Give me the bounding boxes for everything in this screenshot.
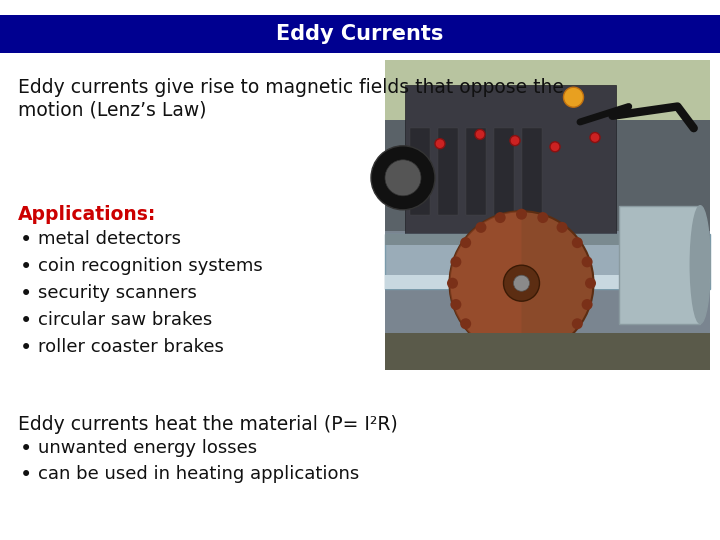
Bar (466, 128, 486, 215)
Bar (405, 85, 616, 240)
Text: coin recognition systems: coin recognition systems (38, 257, 263, 275)
Circle shape (513, 275, 529, 291)
Text: Eddy Currents: Eddy Currents (276, 24, 444, 44)
Bar (522, 128, 542, 215)
Circle shape (435, 139, 445, 148)
Text: security scanners: security scanners (38, 284, 197, 302)
Circle shape (550, 142, 560, 152)
Text: •: • (20, 230, 32, 250)
Text: •: • (20, 439, 32, 459)
Bar (0, 15, 720, 53)
Circle shape (572, 318, 582, 329)
Circle shape (475, 130, 485, 139)
Bar (385, 60, 710, 370)
Circle shape (449, 211, 593, 355)
Bar (580, 340, 590, 365)
Bar (410, 128, 430, 215)
Text: •: • (20, 311, 32, 331)
Wedge shape (449, 211, 521, 355)
Bar (385, 234, 710, 245)
Circle shape (495, 343, 505, 354)
Circle shape (371, 146, 435, 210)
Text: circular saw brakes: circular saw brakes (38, 311, 212, 329)
Text: unwanted energy losses: unwanted energy losses (38, 439, 257, 457)
Circle shape (582, 299, 593, 310)
Ellipse shape (690, 206, 710, 323)
Circle shape (385, 160, 421, 196)
Circle shape (537, 212, 549, 223)
Text: metal detectors: metal detectors (38, 230, 181, 248)
Text: •: • (20, 465, 32, 485)
Bar (564, 340, 604, 365)
Circle shape (557, 334, 567, 345)
Circle shape (557, 222, 567, 233)
Circle shape (537, 343, 549, 354)
Circle shape (590, 132, 600, 143)
Circle shape (516, 347, 527, 357)
Text: roller coaster brakes: roller coaster brakes (38, 338, 224, 356)
Circle shape (516, 208, 527, 220)
Circle shape (451, 256, 462, 267)
Circle shape (495, 212, 505, 223)
Bar (619, 206, 701, 323)
Circle shape (582, 256, 593, 267)
Text: •: • (20, 257, 32, 277)
Circle shape (564, 87, 583, 107)
Circle shape (475, 222, 487, 233)
Text: •: • (20, 284, 32, 304)
Bar (385, 275, 710, 289)
Bar (385, 60, 710, 120)
Circle shape (510, 136, 520, 146)
Text: Applications:: Applications: (18, 205, 156, 224)
Circle shape (475, 334, 487, 345)
Circle shape (451, 299, 462, 310)
Circle shape (460, 318, 471, 329)
Bar (494, 128, 514, 215)
Text: Eddy currents give rise to magnetic fields that oppose the: Eddy currents give rise to magnetic fiel… (18, 78, 564, 97)
Circle shape (447, 278, 458, 289)
Circle shape (585, 278, 596, 289)
Bar (385, 333, 710, 370)
Bar (438, 128, 458, 215)
Text: Eddy currents heat the material (P= I²R): Eddy currents heat the material (P= I²R) (18, 415, 397, 434)
Text: can be used in heating applications: can be used in heating applications (38, 465, 359, 483)
Text: •: • (20, 338, 32, 358)
Circle shape (460, 237, 471, 248)
Circle shape (503, 265, 539, 301)
Circle shape (572, 237, 582, 248)
Bar (385, 60, 710, 231)
Bar (385, 234, 710, 289)
Text: motion (Lenz’s Law): motion (Lenz’s Law) (18, 100, 207, 119)
